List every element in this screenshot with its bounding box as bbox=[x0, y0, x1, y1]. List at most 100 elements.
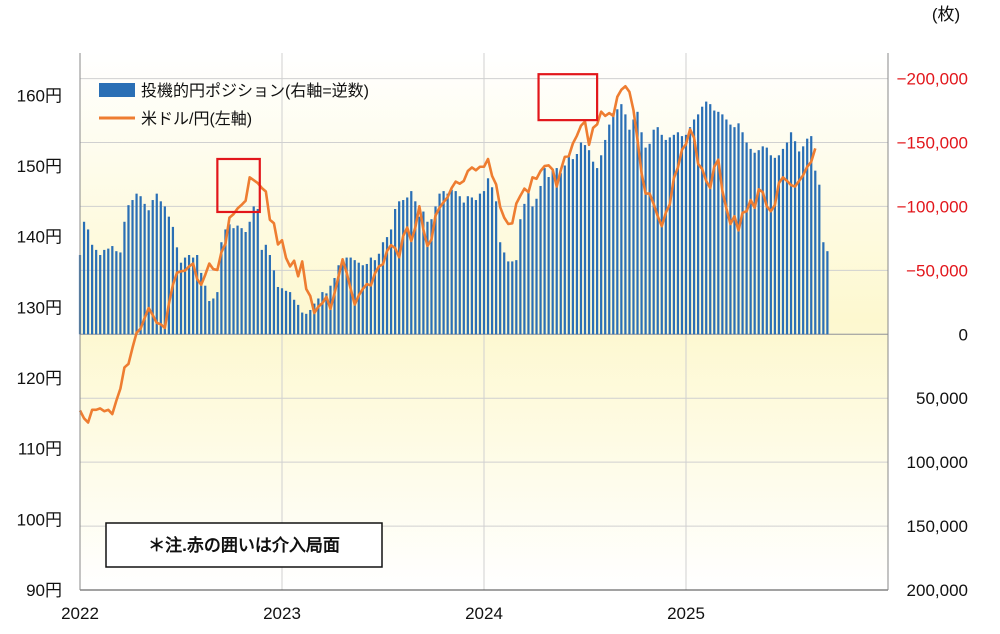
x-tick-label: 2025 bbox=[667, 604, 705, 623]
position-bar bbox=[789, 132, 793, 335]
x-tick-label: 2023 bbox=[263, 604, 301, 623]
right-tick-label: −150,000 bbox=[897, 134, 968, 153]
position-bar bbox=[272, 270, 276, 335]
position-bar bbox=[95, 249, 98, 335]
position-bar bbox=[192, 257, 195, 335]
position-bar bbox=[575, 154, 579, 335]
position-bar bbox=[466, 196, 469, 335]
usdjpy-line-path bbox=[78, 84, 817, 424]
position-bar bbox=[301, 312, 304, 335]
position-bar bbox=[692, 119, 696, 335]
position-bar bbox=[713, 110, 716, 335]
position-bar bbox=[381, 242, 385, 335]
position-bar bbox=[147, 210, 150, 335]
position-bar bbox=[264, 244, 267, 335]
position-bar bbox=[454, 191, 457, 335]
position-bar bbox=[822, 242, 825, 335]
position-bar bbox=[446, 193, 449, 335]
position-bar bbox=[579, 142, 583, 335]
position-bar bbox=[200, 272, 203, 335]
position-bar bbox=[377, 253, 381, 335]
position-bar bbox=[107, 248, 110, 335]
position-bar bbox=[293, 299, 296, 335]
left-tick-label: 90円 bbox=[26, 581, 62, 600]
position-bar bbox=[814, 170, 817, 335]
position-bar bbox=[773, 157, 776, 335]
position-bar bbox=[414, 201, 417, 335]
position-bar bbox=[228, 224, 231, 335]
position-bar bbox=[729, 124, 732, 335]
usdjpy-line bbox=[78, 84, 817, 424]
position-bar bbox=[701, 106, 704, 335]
position-bar bbox=[531, 206, 534, 335]
position-bar bbox=[636, 111, 639, 335]
position-bar bbox=[721, 114, 724, 335]
right-axis-unit: (枚) bbox=[932, 5, 960, 24]
position-bar bbox=[781, 148, 785, 335]
position-bar bbox=[499, 242, 502, 335]
x-tick-label: 2022 bbox=[61, 604, 99, 623]
right-tick-label: −200,000 bbox=[897, 70, 968, 89]
position-bar bbox=[438, 193, 441, 335]
right-tick-label: 150,000 bbox=[907, 517, 968, 536]
legend-bar-swatch bbox=[99, 83, 135, 97]
position-bar bbox=[115, 251, 118, 335]
position-bar bbox=[741, 132, 744, 335]
position-bar bbox=[103, 249, 106, 335]
position-bar bbox=[418, 216, 421, 335]
position-bar bbox=[212, 298, 215, 335]
position-bar bbox=[749, 148, 752, 335]
position-bar bbox=[321, 292, 324, 335]
position-bar bbox=[474, 200, 478, 335]
left-tick-label: 160円 bbox=[17, 86, 62, 105]
position-bar bbox=[309, 309, 312, 335]
position-bar bbox=[753, 152, 756, 335]
position-bar bbox=[99, 255, 102, 335]
position-bar bbox=[596, 168, 599, 335]
position-bar bbox=[664, 139, 667, 335]
position-bar bbox=[672, 134, 675, 335]
left-tick-label: 140円 bbox=[17, 228, 62, 247]
position-bar bbox=[410, 191, 413, 335]
intervention-frame bbox=[216, 157, 261, 214]
position-bar bbox=[171, 226, 175, 335]
position-bar bbox=[442, 191, 445, 335]
position-bar bbox=[604, 139, 607, 335]
position-bar bbox=[151, 200, 154, 335]
position-bar bbox=[127, 205, 130, 335]
position-bar bbox=[252, 206, 255, 335]
position-bar bbox=[680, 136, 684, 335]
position-bar bbox=[385, 237, 389, 335]
position-bar bbox=[86, 229, 90, 335]
right-tick-label: −100,000 bbox=[897, 197, 968, 216]
position-bar bbox=[519, 219, 522, 335]
position-bar bbox=[389, 229, 393, 335]
position-bar bbox=[567, 155, 570, 335]
position-bar bbox=[668, 137, 671, 335]
position-bar bbox=[676, 132, 680, 335]
position-bar bbox=[495, 201, 498, 335]
position-bar bbox=[640, 132, 643, 335]
position-bar bbox=[600, 155, 603, 335]
position-bar bbox=[660, 134, 663, 335]
position-bar bbox=[256, 208, 259, 335]
position-bar bbox=[571, 159, 574, 335]
position-bar bbox=[183, 257, 187, 335]
position-bar bbox=[810, 136, 813, 335]
position-bar bbox=[717, 111, 720, 335]
position-bar bbox=[139, 196, 142, 335]
position-bar bbox=[769, 155, 772, 335]
position-bar bbox=[337, 265, 340, 335]
position-bar bbox=[587, 150, 591, 335]
legend: 投機的円ポジション(右軸=逆数) 米ドル/円(左軸) bbox=[99, 82, 369, 128]
intervention-frames bbox=[216, 73, 599, 214]
position-bar bbox=[406, 197, 409, 335]
left-axis-ticks: 160円 150円 140円 130円 120円 110円 100円 90円 bbox=[17, 86, 62, 600]
position-bar bbox=[470, 197, 473, 335]
position-bar bbox=[82, 221, 86, 335]
position-bar bbox=[236, 225, 239, 335]
position-bar bbox=[648, 143, 651, 335]
position-bar bbox=[490, 187, 494, 335]
position-bar bbox=[656, 127, 659, 335]
